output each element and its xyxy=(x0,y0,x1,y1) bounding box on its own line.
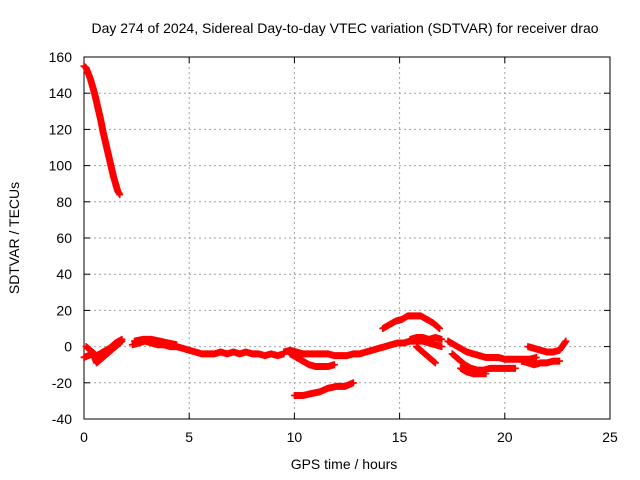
x-axis-label: GPS time / hours xyxy=(291,456,398,472)
y-tick-label: 160 xyxy=(49,49,73,65)
x-tick-label: 5 xyxy=(185,429,193,445)
y-tick-label: -20 xyxy=(52,375,72,391)
data-point xyxy=(562,337,570,345)
series-seg-h xyxy=(524,337,570,356)
y-tick-label: 40 xyxy=(56,266,72,282)
y-tick-label: 20 xyxy=(56,302,72,318)
y-axis-label: SDTVAR / TECUs xyxy=(6,182,22,294)
tick-label-layer: 0 5 10 15 20 25 -40 -20 0 20 40 60 80 100 120 140 160 xyxy=(49,49,618,445)
series-seg-e xyxy=(379,312,444,332)
data-point xyxy=(556,357,564,365)
data-point xyxy=(438,335,446,343)
x-tick-label: 25 xyxy=(602,429,618,445)
y-tick-label: 80 xyxy=(56,194,72,210)
series-seg-c-lower xyxy=(286,350,338,371)
series-seg-f-down xyxy=(412,343,439,367)
series-seg-d xyxy=(290,379,357,399)
series-seg-g-deep xyxy=(457,364,490,378)
data-point xyxy=(482,370,490,378)
data-point xyxy=(431,359,439,367)
data-point xyxy=(116,191,124,199)
data-point xyxy=(436,325,444,332)
data-point xyxy=(173,341,181,349)
tick-layer xyxy=(83,56,611,420)
data-point xyxy=(532,353,540,361)
series-seg-h-lower xyxy=(518,357,564,369)
y-tick-label: 0 xyxy=(64,339,72,355)
data-point xyxy=(511,364,519,372)
x-tick-label: 0 xyxy=(80,429,88,445)
data-point xyxy=(438,343,446,351)
data-point xyxy=(349,379,357,387)
series-seg-b-upper xyxy=(130,335,181,349)
series-decline xyxy=(80,62,124,199)
series-seg-f xyxy=(406,334,446,343)
y-tick-label: 120 xyxy=(49,121,73,137)
y-tick-label: 60 xyxy=(56,230,72,246)
x-tick-label: 20 xyxy=(497,429,513,445)
x-tick-label: 10 xyxy=(287,429,303,445)
data-point xyxy=(330,361,338,369)
data-marks xyxy=(80,62,570,399)
y-tick-label: -40 xyxy=(52,411,72,427)
chart-title: Day 274 of 2024, Sidereal Day-to-day VTE… xyxy=(91,20,598,36)
y-tick-label: 100 xyxy=(49,158,73,174)
x-tick-label: 15 xyxy=(392,429,408,445)
data-point xyxy=(118,335,126,343)
series-seg-a-upper xyxy=(82,335,126,360)
y-tick-label: 140 xyxy=(49,85,73,101)
